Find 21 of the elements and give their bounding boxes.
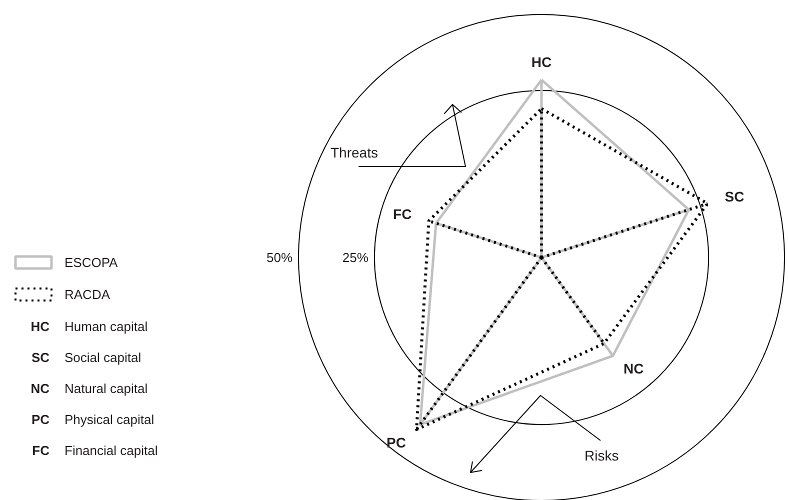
category-label: SC bbox=[31, 350, 50, 365]
y-tick-label: 50% bbox=[266, 250, 293, 265]
spoke-label: SC bbox=[724, 188, 744, 205]
category-label: HC bbox=[30, 319, 50, 334]
spoke-label: NC bbox=[623, 360, 644, 377]
text: Social capital bbox=[64, 350, 142, 365]
category-label: FC bbox=[32, 443, 50, 458]
text: Financial capital bbox=[64, 443, 158, 458]
spoke-label: PC bbox=[386, 434, 406, 450]
text: Risks bbox=[584, 448, 619, 464]
text: Natural capital bbox=[64, 381, 148, 396]
y-tick-label: 25% bbox=[342, 250, 369, 265]
spoke-label: HC bbox=[531, 54, 552, 70]
legend-label: RACDA bbox=[64, 287, 110, 302]
category-label: PC bbox=[31, 412, 50, 427]
category-label: NC bbox=[30, 381, 50, 396]
text: Human capital bbox=[64, 319, 148, 334]
legend-label: ESCOPA bbox=[64, 255, 118, 270]
text: Physical capital bbox=[64, 412, 154, 427]
text: Threats bbox=[330, 144, 378, 160]
spoke-label: FC bbox=[393, 206, 412, 222]
